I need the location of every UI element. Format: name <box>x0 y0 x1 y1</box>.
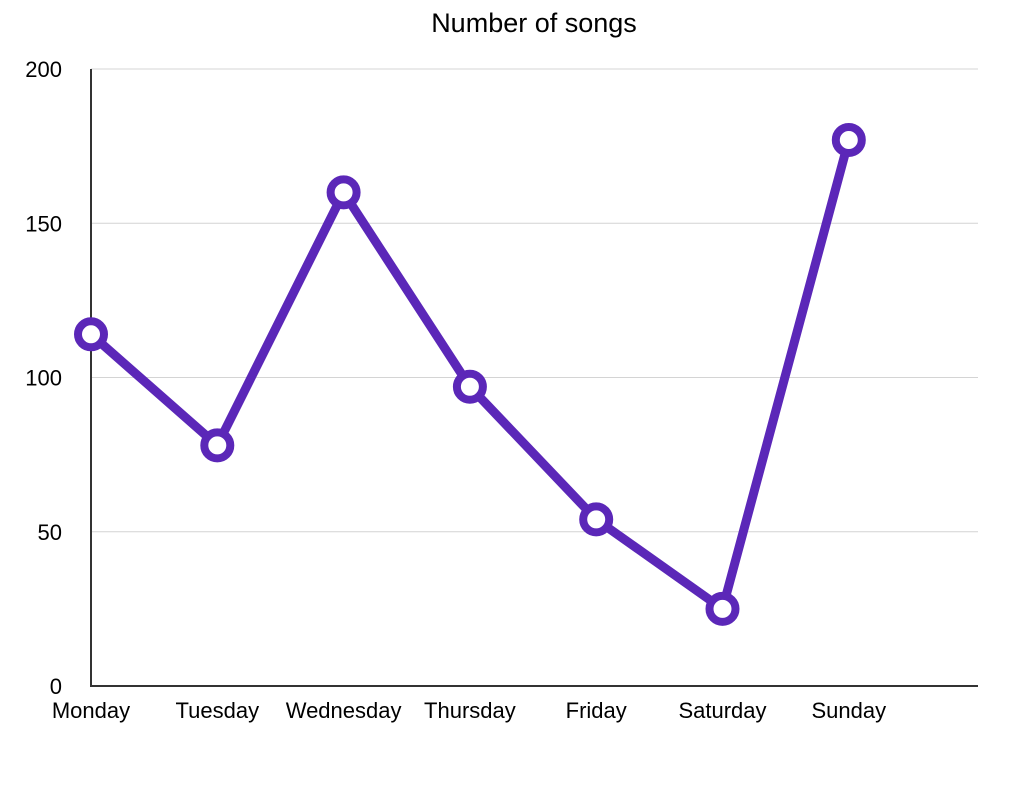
data-point-monday <box>74 317 108 352</box>
x-tick-label: Saturday <box>678 698 766 723</box>
y-tick-label: 0 <box>50 674 62 699</box>
y-tick-label: 50 <box>38 520 62 545</box>
y-axis-tick-labels: 0 50 100 150 200 <box>25 57 62 699</box>
chart-title: Number of songs <box>431 8 637 38</box>
data-point-friday <box>579 502 614 537</box>
x-tick-label: Friday <box>566 698 627 723</box>
x-tick-label: Monday <box>52 698 130 723</box>
data-point-saturday <box>705 591 740 626</box>
gridlines <box>91 68 978 533</box>
data-point-sunday <box>831 122 866 157</box>
x-tick-label: Wednesday <box>286 698 402 723</box>
x-tick-label: Tuesday <box>176 698 260 723</box>
y-tick-label: 200 <box>25 57 62 82</box>
data-point-tuesday <box>200 428 235 463</box>
data-point-thursday <box>452 369 487 404</box>
y-tick-label: 100 <box>25 366 62 391</box>
data-points <box>74 122 866 626</box>
data-point-wednesday <box>326 175 361 210</box>
x-tick-label: Thursday <box>424 698 516 723</box>
y-tick-label: 150 <box>25 211 62 236</box>
x-axis-tick-labels: Monday Tuesday Wednesday Thursday Friday Satu… <box>52 698 886 723</box>
x-tick-label: Sunday <box>811 698 886 723</box>
